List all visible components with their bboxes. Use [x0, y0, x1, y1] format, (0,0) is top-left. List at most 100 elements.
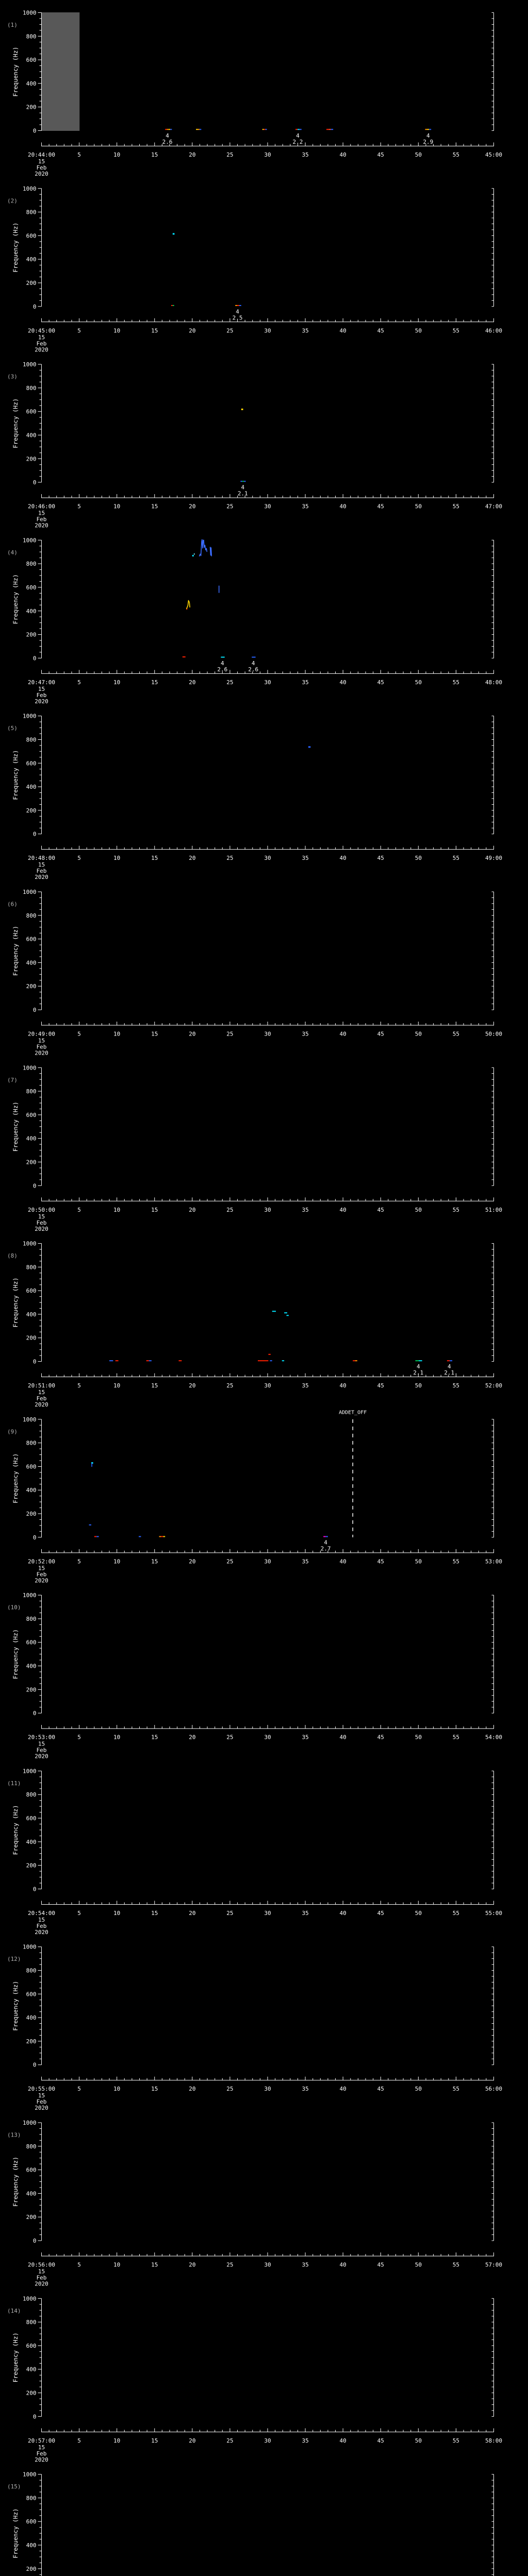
x-tick-label: 45 [377, 2086, 384, 2092]
end-time-label: 50:00 [485, 1030, 502, 1037]
x-tick-label: 50 [415, 327, 422, 334]
x-tick-label: 40 [340, 855, 346, 861]
frequency-axis-label: Frequency (Hz) [12, 750, 19, 800]
y-tick-label: 1000 [23, 10, 37, 16]
y-axis-left: 0 200 400 600 800 1000 [23, 1944, 42, 2069]
detection-mark-segment [284, 1312, 288, 1314]
x-tick-label: 45 [377, 1382, 384, 1389]
x-tick-label: 15 [151, 679, 158, 686]
x-tick-label: 25 [226, 2086, 233, 2092]
date-month: Feb [37, 2275, 47, 2281]
x-tick-label: 25 [226, 1734, 233, 1741]
x-tick-label: 15 [151, 1030, 158, 1037]
x-tick-label: 25 [226, 2437, 233, 2444]
x-axis: 20:45:00 5 10 15 20 25 30 35 40 45 50 55 46:00 [28, 318, 502, 334]
detection-mark-segment [258, 1360, 269, 1362]
y-tick-label: 200 [26, 807, 37, 814]
x-tick-label: 35 [302, 327, 308, 334]
detection-mark-segment [326, 129, 329, 130]
detection-mark [172, 233, 175, 235]
y-tick-label: 200 [26, 104, 37, 111]
x-tick-label: 15 [151, 151, 158, 158]
detection-mark-segment [429, 129, 432, 130]
detection-mark-segment [96, 1536, 99, 1537]
x-tick-label: 55 [453, 151, 459, 158]
detection-mark-segment [286, 1315, 289, 1316]
detection-mark-segment [197, 129, 200, 130]
x-tick-label: 15 [151, 2086, 158, 2092]
date-day: 15 [38, 2268, 45, 2275]
start-time-label: 20:47:00 [28, 679, 55, 686]
panel-index-label: (11) [7, 1780, 21, 1787]
date-year: 2020 [35, 171, 48, 177]
x-tick-label: 10 [113, 1207, 120, 1213]
event-magnitude: 2.1 [444, 1369, 454, 1376]
x-tick-label: 50 [415, 679, 422, 686]
x-tick-label: 55 [453, 679, 459, 686]
x-tick-label: 25 [226, 503, 233, 510]
x-tick-label: 5 [77, 151, 81, 158]
y-tick-label: 1000 [23, 889, 37, 895]
detection-mark [415, 1360, 422, 1362]
x-tick-label: 20 [189, 1558, 195, 1565]
x-tick-label: 40 [340, 151, 346, 158]
detection-mark-segment [171, 304, 173, 306]
x-tick-label: 40 [340, 2086, 346, 2092]
y-axis-left: 0 200 400 600 800 1000 [23, 10, 42, 134]
end-time-label: 54:00 [485, 1734, 502, 1741]
event-magnitude: 2.5 [233, 314, 243, 321]
date-month: Feb [37, 2098, 47, 2105]
x-tick-label: 25 [226, 327, 233, 334]
y-tick-label: 1000 [23, 2295, 37, 2302]
y-axis-left: 0 200 400 600 800 1000 [23, 1241, 42, 1365]
x-tick-label: 5 [77, 679, 81, 686]
y-axis-left: 0 200 400 600 800 1000 [23, 1064, 42, 1189]
x-tick-label: 50 [415, 1030, 422, 1037]
frequency-axis-label: Frequency (Hz) [12, 926, 19, 976]
x-tick-label: 35 [302, 1207, 308, 1213]
date-year: 2020 [35, 698, 48, 705]
y-tick-label: 0 [33, 303, 37, 310]
x-tick-label: 5 [77, 1910, 81, 1917]
detection-mark-segment [270, 1360, 272, 1362]
y-tick-label: 1000 [23, 1416, 37, 1423]
y-tick-label: 200 [26, 1862, 37, 1869]
x-tick-label: 30 [264, 2262, 271, 2268]
event-count: 4 [448, 1363, 451, 1370]
date-month: Feb [37, 1043, 47, 1050]
date-day: 15 [38, 1389, 45, 1396]
y-tick-label: 0 [33, 1886, 37, 1892]
y-axis-right [491, 2474, 494, 2576]
y-tick-label: 200 [26, 983, 37, 990]
y-tick-label: 600 [26, 1463, 37, 1470]
panel-index-label: (6) [7, 901, 18, 907]
x-tick-label: 55 [453, 2437, 459, 2444]
x-tick-label: 45 [377, 1734, 384, 1741]
event-count: 4 [252, 660, 255, 667]
x-tick-label: 55 [453, 1558, 459, 1565]
y-tick-label: 400 [26, 80, 37, 87]
date-day: 15 [38, 510, 45, 517]
frequency-axis-label: Frequency (Hz) [12, 574, 19, 624]
x-tick-label: 50 [415, 2262, 422, 2268]
x-tick-label: 15 [151, 1382, 158, 1389]
x-tick-label: 45 [377, 503, 384, 510]
detection-mark [146, 1360, 152, 1362]
x-tick-label: 20 [189, 2086, 195, 2092]
y-tick-label: 200 [26, 1159, 37, 1165]
y-tick-label: 200 [26, 280, 37, 286]
x-tick-label: 5 [77, 1207, 81, 1213]
y-tick-label: 600 [26, 1991, 37, 1997]
detection-mark [270, 1360, 272, 1362]
x-tick-label: 35 [302, 1734, 308, 1741]
x-tick-label: 40 [340, 1382, 346, 1389]
y-axis-right [491, 12, 494, 131]
x-tick-label: 35 [302, 1382, 308, 1389]
y-tick-label: 400 [26, 2014, 37, 2021]
detection-mark [91, 1462, 93, 1464]
x-axis: 20:47:00 5 10 15 20 25 30 35 40 45 50 55 48:00 [28, 670, 502, 686]
detection-mark-segment [221, 656, 225, 658]
frequency-axis-label: Frequency (Hz) [12, 1101, 19, 1151]
